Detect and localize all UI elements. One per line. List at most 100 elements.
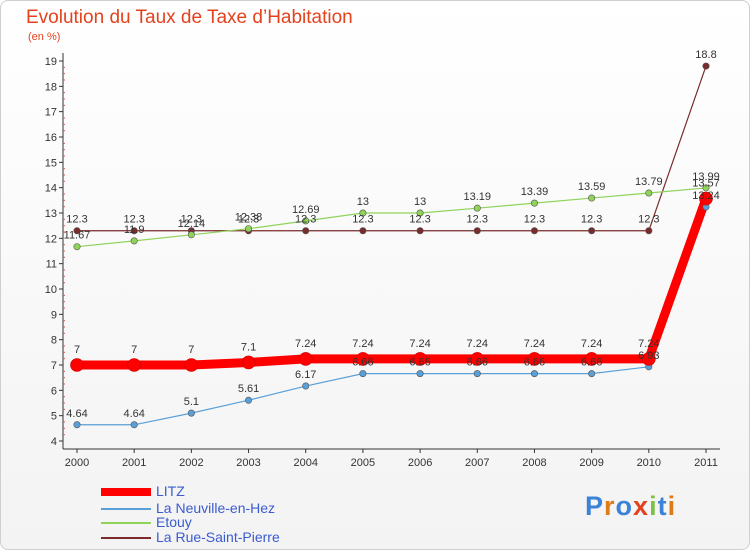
- x-tick-label: 2011: [694, 457, 718, 469]
- x-tick-label: 2001: [122, 457, 146, 469]
- data-label: 6.66: [467, 357, 488, 369]
- data-point: [184, 358, 199, 372]
- data-label: 6.66: [581, 357, 602, 369]
- data-point: [245, 225, 253, 233]
- data-point: [359, 370, 367, 378]
- series-line: [76, 206, 707, 426]
- data-point: [359, 227, 367, 235]
- logo-letter: P: [585, 491, 605, 521]
- data-point: [702, 184, 710, 192]
- data-point: [584, 352, 599, 366]
- chart-title: Evolution du Taux de Taxe d’Habitation: [26, 7, 353, 28]
- data-label: 13.59: [578, 181, 606, 193]
- data-label: 12.3: [638, 214, 659, 226]
- data-label: 18.8: [695, 49, 716, 61]
- y-tick-label: 14: [45, 183, 57, 195]
- x-tick-label: 2006: [408, 457, 432, 469]
- y-tick-label: 7: [51, 360, 57, 372]
- data-label: 6.66: [524, 357, 545, 369]
- data-point: [527, 352, 542, 366]
- data-label: 7.24: [581, 338, 602, 350]
- x-tick-label: 2002: [179, 457, 203, 469]
- data-label: 11.9: [124, 224, 145, 236]
- data-point: [127, 358, 141, 372]
- legend-label-la-rue-saint-pierre: La Rue-Saint-Pierre: [156, 529, 280, 545]
- y-tick-label: 17: [45, 107, 57, 119]
- data-point: [130, 421, 138, 429]
- data-point: [416, 209, 424, 217]
- proxiti-logo: Proxiti: [585, 491, 676, 522]
- data-label: 6.66: [352, 357, 373, 369]
- data-point: [245, 396, 253, 404]
- data-point: [302, 217, 310, 225]
- data-point: [416, 370, 424, 378]
- y-tick-label: 18: [45, 81, 57, 93]
- legend-label-la-neuville-en-hez: La Neuville-en-Hez: [156, 500, 276, 516]
- data-point: [473, 370, 481, 378]
- data-label: 12.3: [467, 214, 488, 226]
- data-label: 12.3: [581, 214, 602, 226]
- legend-label-etouy: Etouy: [156, 514, 192, 530]
- data-label: 12.14: [178, 218, 206, 230]
- data-point: [302, 382, 310, 390]
- series-line: [76, 65, 707, 232]
- y-tick-label: 15: [45, 157, 57, 169]
- y-tick-label: 11: [46, 259, 57, 271]
- data-point: [130, 227, 138, 235]
- data-point: [416, 227, 424, 235]
- x-tick-label: 2010: [637, 457, 661, 469]
- data-label: 12.38: [235, 212, 263, 224]
- data-label: 12.3: [295, 214, 316, 226]
- data-point: [530, 370, 538, 378]
- x-tick-label: 2004: [293, 457, 317, 469]
- data-point: [645, 227, 653, 235]
- unit-label: (en %): [28, 31, 61, 43]
- data-label: 12.69: [292, 204, 320, 216]
- data-label: 12.3: [66, 214, 87, 226]
- data-label: 11.67: [64, 230, 91, 242]
- data-label: 12.3: [238, 214, 259, 226]
- data-point: [588, 227, 596, 235]
- legend-label-litz: LITZ: [156, 483, 185, 499]
- data-label: 13: [414, 196, 426, 208]
- y-tick-label: 9: [51, 309, 57, 321]
- data-label: 7: [188, 344, 194, 356]
- data-label: 12.3: [352, 214, 373, 226]
- data-label: 13: [357, 196, 369, 208]
- data-label: 7.24: [295, 338, 316, 350]
- data-point: [302, 227, 310, 235]
- data-label: 12.3: [524, 214, 545, 226]
- data-label: 7.1: [241, 341, 256, 353]
- data-point: [645, 189, 653, 197]
- data-point: [356, 352, 370, 366]
- data-label: 7: [74, 344, 80, 356]
- logo-letter: x: [633, 491, 650, 521]
- data-point: [70, 358, 84, 372]
- legend-swatch-etouy: [101, 522, 151, 524]
- x-tick-label: 2009: [579, 457, 603, 469]
- data-point: [73, 421, 81, 429]
- data-label: 7.24: [352, 338, 373, 350]
- y-tick-label: 8: [51, 335, 57, 347]
- data-label: 13.39: [521, 186, 549, 198]
- logo-letter: t: [657, 491, 668, 521]
- y-tick-label: 19: [45, 56, 57, 68]
- logo-letter: r: [604, 491, 616, 521]
- data-point: [699, 191, 713, 206]
- data-point: [473, 204, 481, 212]
- data-point: [470, 352, 485, 366]
- data-point: [588, 370, 596, 378]
- x-tick-label: 2000: [65, 457, 89, 469]
- data-label: 5.1: [184, 396, 199, 408]
- x-tick-label: 2007: [465, 457, 489, 469]
- y-tick-label: 12: [45, 233, 57, 245]
- y-tick-label: 6: [51, 385, 57, 397]
- data-point: [588, 194, 596, 202]
- data-point: [702, 62, 710, 70]
- data-point: [187, 231, 195, 239]
- data-label: 7.24: [409, 338, 430, 350]
- data-point: [473, 227, 481, 235]
- data-point: [241, 355, 256, 370]
- data-label: 4.64: [66, 408, 87, 420]
